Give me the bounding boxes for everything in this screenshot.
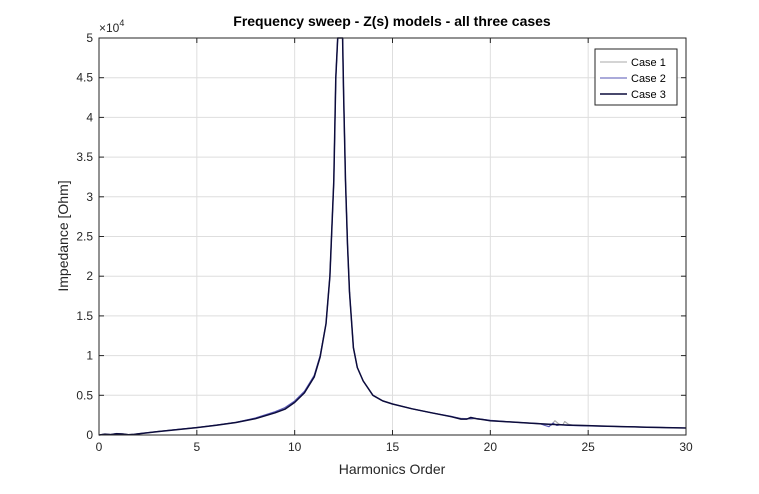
y-tick-label: 2 — [86, 269, 93, 283]
legend: Case 1 Case 2 Case 3 — [594, 48, 678, 106]
y-exponent-power: 4 — [119, 18, 124, 28]
y-tick-label: 2.5 — [76, 230, 93, 244]
y-tick-label: 3 — [86, 190, 93, 204]
x-tick-label: 5 — [193, 440, 200, 454]
x-axis-ticks: 0 5 10 15 20 25 30 — [96, 38, 693, 454]
chart-title: Frequency sweep - Z(s) models - all thre… — [233, 13, 551, 29]
y-axis-exponent: ×104 — [99, 18, 124, 35]
grid — [99, 38, 686, 435]
y-tick-label: 3.5 — [76, 150, 93, 164]
x-tick-label: 30 — [679, 440, 693, 454]
x-tick-label: 0 — [96, 440, 103, 454]
y-axis-ticks: 0 0.5 1 1.5 2 2.5 3 3.5 4 4.5 5 — [76, 31, 686, 442]
x-tick-label: 10 — [288, 440, 302, 454]
y-tick-label: 1 — [86, 349, 93, 363]
legend-label-1: Case 1 — [631, 57, 666, 69]
legend-label-2: Case 2 — [631, 73, 666, 85]
y-tick-label: 4 — [86, 110, 93, 124]
y-tick-label: 5 — [86, 31, 93, 45]
legend-label-3: Case 3 — [631, 89, 666, 101]
y-axis-label: Impedance [Ohm] — [55, 180, 71, 291]
y-tick-label: 1.5 — [76, 309, 93, 323]
legend-box — [594, 48, 678, 106]
x-tick-label: 15 — [386, 440, 400, 454]
y-tick-label: 4.5 — [76, 71, 93, 85]
x-tick-label: 20 — [484, 440, 498, 454]
y-tick-label: 0 — [86, 428, 93, 442]
y-exponent-base: ×10 — [99, 21, 120, 35]
x-tick-label: 25 — [581, 440, 595, 454]
x-axis-label: Harmonics Order — [339, 461, 446, 477]
y-tick-label: 0.5 — [76, 388, 93, 402]
